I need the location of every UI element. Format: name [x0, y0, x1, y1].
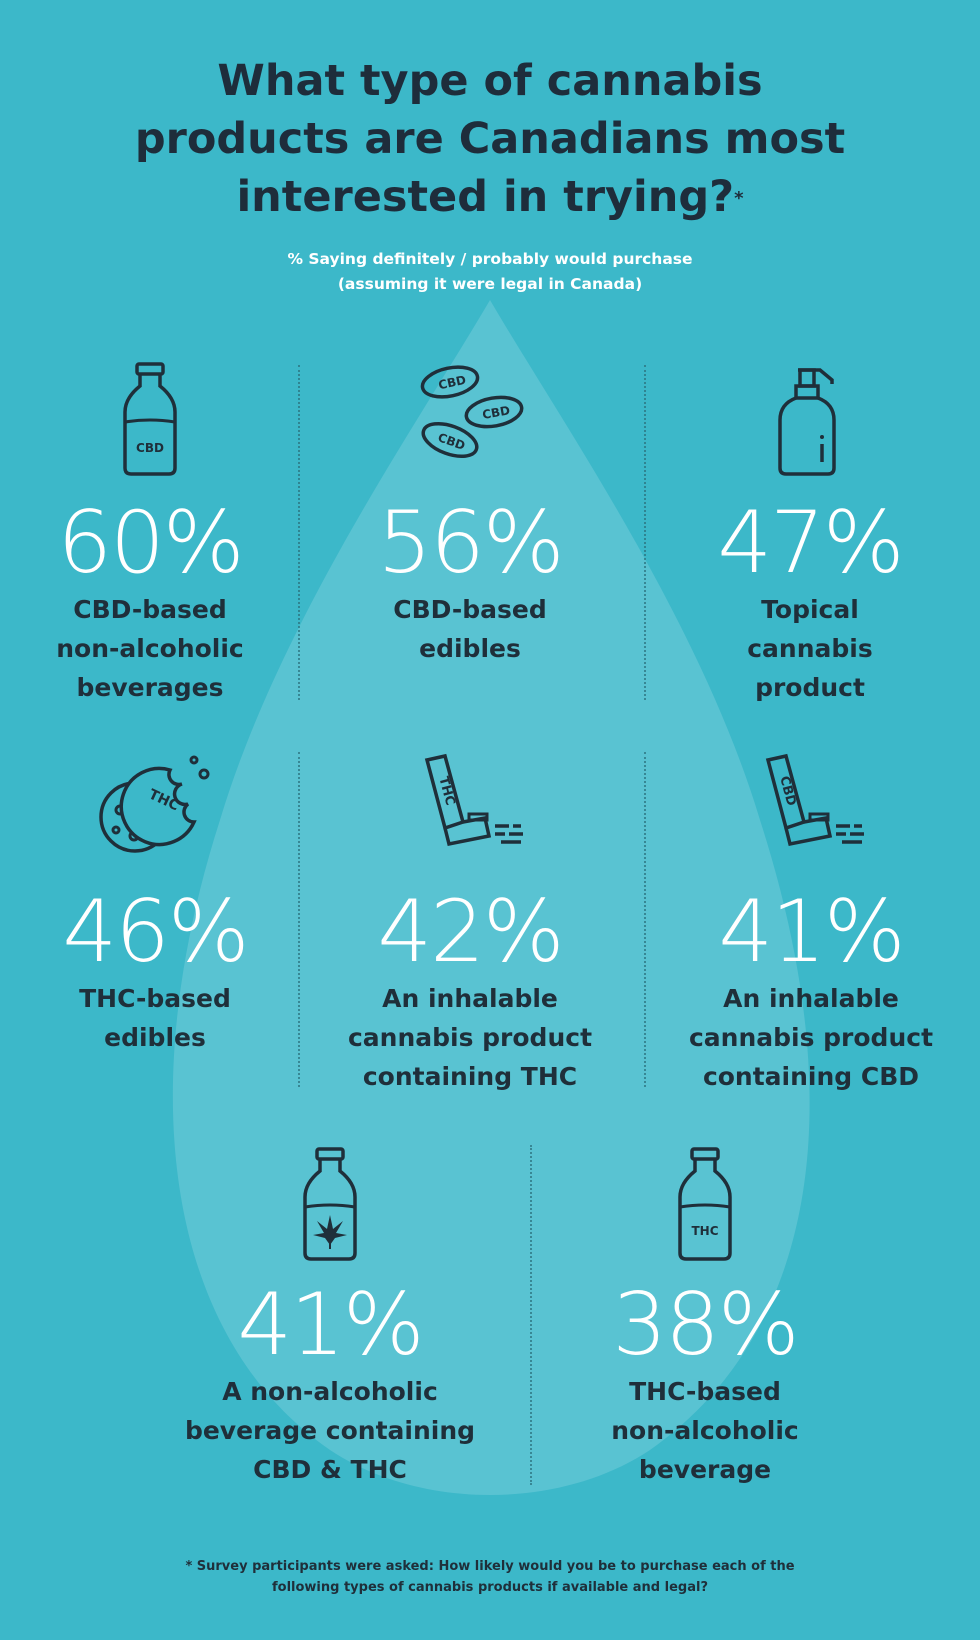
stat-label: Topical cannabis product	[670, 590, 950, 707]
stat-label-line: edibles	[104, 1023, 206, 1052]
stat-label-line: edibles	[419, 634, 521, 663]
cbd-inhaler-icon: CBD	[765, 753, 864, 847]
stat-label-line: beverage	[638, 1455, 772, 1484]
stat-label: An inhalable cannabis product containing…	[656, 979, 966, 1096]
stat-label: THC-based edibles	[20, 979, 290, 1057]
stat-percent: 41%	[718, 882, 905, 982]
subtitle-line-2: (assuming it were legal in Canada)	[337, 275, 643, 293]
subtitle: % Saying definitely / probably would pur…	[0, 247, 980, 297]
stat-label-line: A non-alcoholic	[222, 1377, 438, 1406]
stat-label-line: CBD-based	[393, 595, 547, 624]
cbd-beans-icon: CBD CBD CBD	[420, 365, 524, 459]
cbd-bottle-icon: CBD	[123, 362, 177, 476]
stat-label: THC-based non-alcoholic beverage	[560, 1372, 850, 1489]
subtitle-line-1: % Saying definitely / probably would pur…	[287, 250, 693, 268]
column-divider	[298, 365, 300, 700]
title-line-3: interested in trying?	[236, 172, 735, 222]
footnote: * Survey participants were asked: How li…	[0, 1556, 980, 1598]
stat-label-line: THC-based	[629, 1377, 781, 1406]
stat-percent: 38%	[612, 1275, 799, 1375]
stat-label-line: cannabis	[747, 634, 873, 663]
stat-label-line: cannabis product	[347, 1023, 593, 1052]
stat-percent: 47%	[717, 493, 904, 593]
stat-percent: 60%	[57, 493, 244, 593]
stat-label-line: cannabis product	[688, 1023, 934, 1052]
stat-label-line: beverage containing	[184, 1416, 476, 1445]
stat-label-line: An inhalable	[723, 984, 899, 1013]
stat-card-cbd-thc-beverage: 41% A non-alcoholic beverage containing …	[150, 1145, 510, 1495]
stat-label: CBD-based edibles	[330, 590, 610, 668]
stat-label: A non-alcoholic beverage containing CBD …	[150, 1372, 510, 1489]
column-divider	[298, 752, 300, 1087]
stat-label-line: non-alcoholic	[611, 1416, 799, 1445]
stat-label-line: non-alcoholic	[56, 634, 244, 663]
title-line-2: products are Canadians most	[134, 114, 846, 164]
icon-text: THC	[435, 775, 457, 807]
stat-label-line: An inhalable	[382, 984, 558, 1013]
stat-label-line: THC-based	[79, 984, 231, 1013]
column-divider	[644, 365, 646, 700]
title-line-1: What type of cannabis	[217, 56, 763, 106]
stat-label-line: product	[755, 673, 865, 702]
stat-label-line: containing CBD	[702, 1062, 920, 1091]
column-divider	[530, 1145, 532, 1485]
cannabis-leaf-bottle-icon	[303, 1147, 357, 1261]
stat-percent: 46%	[62, 882, 249, 982]
stat-card-thc-beverage: THC 38% THC-based non-alcoholic beverage	[560, 1145, 850, 1495]
stat-label-line: Topical	[761, 595, 859, 624]
icon-text: CBD	[437, 373, 467, 393]
footnote-line-2: following types of cannabis products if …	[271, 1580, 708, 1595]
stat-label-line: CBD & THC	[253, 1455, 407, 1484]
stat-card-thc-edibles: THC 46% THC-based edibles	[20, 752, 290, 1082]
stat-card-thc-inhalable: THC 42% An inhalable cannabis product co…	[315, 752, 625, 1092]
icon-text: THC	[691, 1224, 718, 1238]
stat-percent: 42%	[377, 882, 564, 982]
stat-percent: 56%	[377, 493, 564, 593]
icon-text: CBD	[136, 441, 164, 455]
thc-bottle-icon: THC	[678, 1147, 732, 1261]
footnote-line-1: * Survey participants were asked: How li…	[185, 1559, 795, 1574]
stat-label: An inhalable cannabis product containing…	[315, 979, 625, 1096]
stat-label: CBD-based non-alcoholic beverages	[20, 590, 280, 707]
pump-bottle-icon	[778, 368, 836, 476]
column-divider	[644, 752, 646, 1087]
stat-card-topical: 47% Topical cannabis product	[670, 360, 950, 720]
page-title: What type of cannabis products are Canad…	[0, 52, 980, 226]
icon-text: CBD	[481, 403, 511, 422]
stat-card-cbd-beverages: CBD 60% CBD-based non-alcoholic beverage…	[20, 360, 280, 720]
stat-percent: 41%	[237, 1275, 424, 1375]
stat-label-line: containing THC	[362, 1062, 578, 1091]
title-footnote-mark: *	[734, 188, 744, 209]
stat-card-cbd-edibles: CBD CBD CBD 56% CBD-based edibles	[330, 360, 610, 720]
stat-card-cbd-inhalable: CBD 41% An inhalable cannabis product co…	[656, 752, 966, 1092]
thc-cookie-icon: THC	[99, 755, 210, 853]
thc-inhaler-icon: THC	[424, 753, 523, 847]
stat-label-line: beverages	[76, 673, 224, 702]
stat-label-line: CBD-based	[73, 595, 227, 624]
